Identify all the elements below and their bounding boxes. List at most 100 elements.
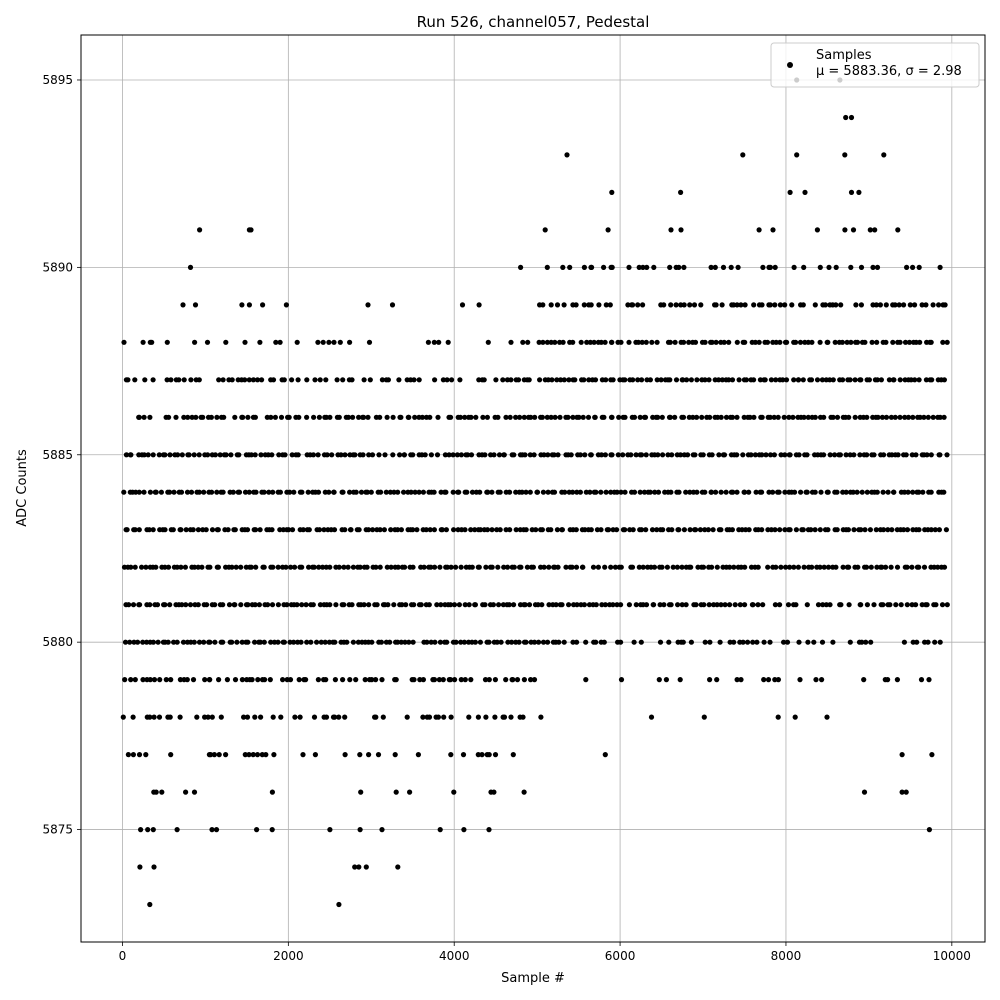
data-point (241, 714, 247, 720)
data-point (350, 564, 356, 570)
data-point (280, 677, 286, 683)
data-point (196, 639, 203, 645)
data-point (867, 227, 873, 233)
data-point (252, 602, 258, 608)
data-point (203, 527, 209, 533)
data-point (260, 302, 266, 308)
data-point (316, 564, 322, 570)
data-point (897, 414, 903, 420)
data-point (157, 677, 163, 683)
data-point (411, 602, 417, 608)
data-point (916, 564, 922, 570)
data-point (923, 377, 930, 383)
data-point (640, 302, 646, 308)
data-point (772, 264, 778, 270)
data-point (318, 639, 324, 645)
data-point (742, 564, 748, 570)
data-point (451, 527, 457, 533)
data-point (706, 377, 712, 383)
data-point (434, 452, 441, 458)
data-point (940, 339, 946, 345)
legend: Samples μ = 5883.36, σ = 2.98 (770, 42, 980, 88)
data-point (626, 264, 632, 270)
data-point (647, 489, 653, 495)
data-point (437, 639, 443, 645)
data-point (626, 339, 632, 345)
data-point (402, 639, 408, 645)
data-point (677, 677, 683, 683)
data-point (612, 564, 619, 570)
data-point (216, 752, 222, 758)
data-point (651, 264, 657, 270)
data-point (369, 639, 375, 645)
y-tick-label: 5875 (42, 823, 73, 837)
data-point (767, 264, 774, 270)
data-point (383, 489, 389, 495)
data-point (500, 602, 506, 608)
data-point (439, 527, 445, 533)
data-point (216, 677, 222, 683)
data-point (765, 564, 771, 570)
data-point (622, 527, 628, 533)
data-point (614, 602, 620, 608)
data-point (819, 377, 826, 383)
data-point (625, 302, 631, 308)
data-point (618, 602, 624, 608)
data-point (772, 302, 778, 308)
legend-box (770, 42, 980, 88)
data-point (229, 639, 235, 645)
data-point (880, 489, 886, 495)
data-point (486, 677, 492, 683)
data-point (539, 527, 546, 533)
data-point (382, 452, 388, 458)
data-point (494, 639, 500, 645)
data-point (891, 377, 897, 383)
data-point (893, 602, 899, 608)
data-point (153, 489, 159, 495)
data-point (305, 489, 311, 495)
data-point (376, 452, 382, 458)
data-point (702, 489, 708, 495)
data-point (680, 414, 687, 420)
data-point (128, 452, 134, 458)
data-point (675, 602, 681, 608)
data-point (167, 714, 173, 720)
x-tick-label: 0 (119, 949, 127, 963)
data-point (333, 602, 339, 608)
data-point (723, 414, 730, 420)
data-point (432, 564, 438, 570)
data-point (477, 489, 483, 495)
data-point (269, 602, 276, 608)
data-point (912, 302, 918, 308)
data-point (462, 602, 468, 608)
data-point (772, 527, 778, 533)
data-point (504, 564, 511, 570)
data-point (440, 677, 446, 683)
data-point (691, 302, 698, 308)
data-point (212, 639, 218, 645)
data-point (681, 264, 687, 270)
data-point (848, 114, 855, 121)
data-point (141, 489, 147, 495)
data-point (492, 752, 499, 758)
data-point (861, 789, 868, 795)
data-point (588, 527, 594, 533)
data-point (143, 752, 149, 758)
data-point (345, 564, 351, 570)
data-point (531, 677, 538, 683)
data-point (366, 752, 372, 758)
data-point (937, 414, 943, 420)
data-point (838, 602, 844, 608)
data-point (516, 639, 522, 645)
data-point (466, 714, 472, 720)
data-point (683, 489, 689, 495)
data-point (384, 414, 390, 420)
data-point (770, 489, 776, 495)
data-point (631, 414, 638, 420)
data-point (513, 414, 519, 420)
data-point (781, 639, 787, 645)
data-point (690, 414, 696, 420)
data-point (741, 414, 747, 420)
data-point (484, 527, 491, 533)
data-point (700, 452, 706, 458)
